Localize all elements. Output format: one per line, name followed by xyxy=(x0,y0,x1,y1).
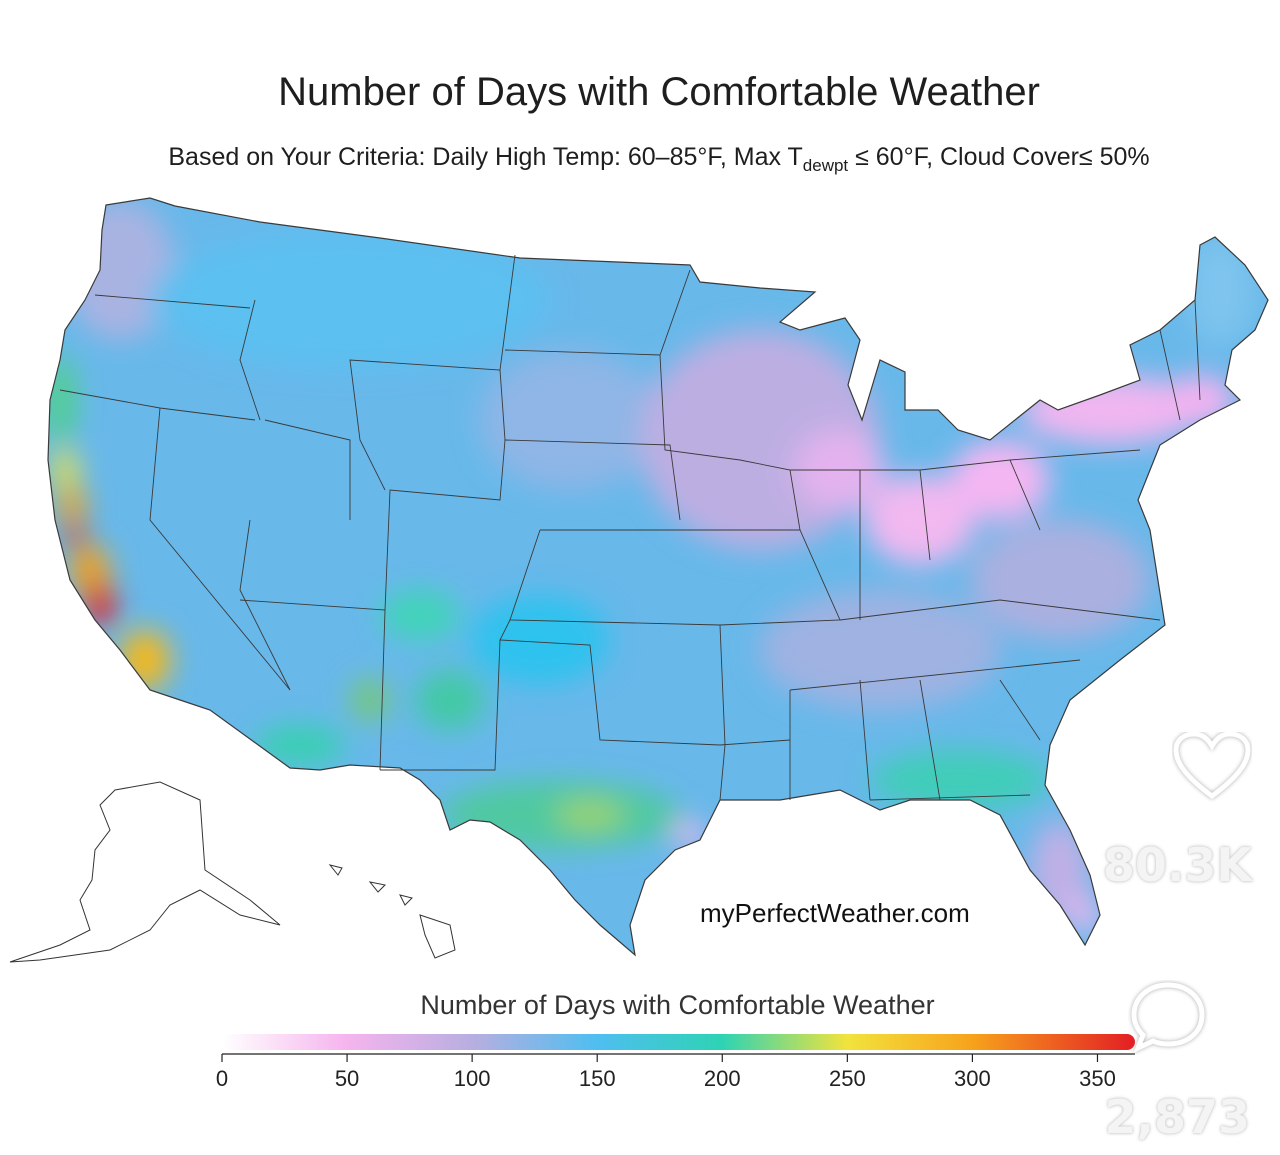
region-appalachia xyxy=(970,520,1150,640)
border-nm-tx xyxy=(380,639,501,771)
border-ca-nv xyxy=(149,407,291,691)
legend-title: Number of Days with Comfortable Weather xyxy=(420,990,935,1020)
comments-count: 2,873 xyxy=(1104,1090,1250,1144)
border-tn-south xyxy=(789,659,1081,691)
subtitle-rest: ≤ 60°F, Cloud Cover≤ 50% xyxy=(848,143,1150,171)
color-legend: 0 50 100 150 200 250 300 350 xyxy=(216,1034,1135,1091)
watermark: myPerfectWeather.com xyxy=(700,898,970,928)
legend-tick-label: 50 xyxy=(335,1066,359,1091)
legend-tick-label: 250 xyxy=(829,1066,866,1091)
legend-colorbar xyxy=(222,1034,1135,1050)
comment-bubble-icon[interactable] xyxy=(1128,980,1208,1055)
heart-icon[interactable] xyxy=(1172,731,1252,802)
border-pa-ny xyxy=(1009,449,1141,461)
border-mn-ia xyxy=(659,354,741,461)
border-ga-sc xyxy=(999,679,1041,741)
region-ohio-pink xyxy=(950,440,1050,520)
legend-tick-label: 200 xyxy=(704,1066,741,1091)
map-subtitle: Based on Your Criteria: Daily High Temp:… xyxy=(0,143,1280,176)
legend-tick-label: 350 xyxy=(1079,1066,1116,1091)
comfort-field xyxy=(48,198,1268,955)
region-georgia-teal xyxy=(870,750,1050,810)
legend-tick-label: 150 xyxy=(579,1066,616,1091)
legend-ticks: 0 50 100 150 200 250 300 350 xyxy=(216,1054,1116,1091)
region-maine-blue xyxy=(1185,235,1255,345)
region-plains xyxy=(480,350,660,490)
smoothed-regions xyxy=(48,200,1255,935)
border-mo xyxy=(690,529,841,626)
border-wa-or xyxy=(94,294,251,309)
state-borders xyxy=(47,197,1269,957)
comment-section xyxy=(1128,980,1208,1060)
region-houston-pink xyxy=(675,821,705,849)
alaska-outline xyxy=(9,781,281,963)
region-colorado-blue xyxy=(470,595,610,685)
border-nv-ut xyxy=(264,419,351,520)
border-mt-nd xyxy=(499,254,516,371)
region-florida-tip-pink xyxy=(1071,895,1099,935)
us-outline xyxy=(47,197,1269,957)
region-sf-red xyxy=(65,523,85,547)
region-la-red xyxy=(84,583,116,627)
legend-tick-label: 300 xyxy=(954,1066,991,1091)
subtitle-main: Based on Your Criteria: Daily High Temp:… xyxy=(168,143,803,171)
border-ms-al xyxy=(859,679,871,801)
border-ut-co-wy xyxy=(384,439,506,611)
border-sd-ne xyxy=(504,439,681,521)
border-nv-az xyxy=(239,519,291,691)
map-title: Number of Days with Comfortable Weather xyxy=(278,70,1040,114)
border-fl xyxy=(869,794,1031,801)
border-ok-tx xyxy=(499,619,721,746)
border-id-west xyxy=(239,299,261,421)
region-south-central xyxy=(760,590,1000,710)
border-ky-tn-va xyxy=(839,599,1161,621)
hawaii-outline xyxy=(328,864,456,959)
region-indiana-pink xyxy=(865,475,975,565)
border-new-england xyxy=(1159,299,1201,421)
border-al-ga xyxy=(919,679,941,801)
region-arizona-green xyxy=(350,678,390,722)
border-wy xyxy=(349,359,506,491)
legend-tick-label: 0 xyxy=(216,1066,228,1091)
region-central-coast-orange xyxy=(70,545,110,595)
us-map xyxy=(9,197,1269,963)
region-texas-yellowgreen xyxy=(555,801,625,829)
likes-count: 80.3K xyxy=(1102,838,1252,892)
region-north-rockies xyxy=(150,230,550,370)
like-section xyxy=(1172,731,1252,807)
region-colorado-teal xyxy=(380,590,460,640)
region-coast-yellow xyxy=(51,450,79,490)
region-southaz-teal xyxy=(255,725,345,765)
border-ar-la xyxy=(719,739,791,746)
legend-tick-label: 100 xyxy=(454,1066,491,1091)
region-coast-orange xyxy=(58,487,86,523)
region-newmexico-teal xyxy=(415,670,485,730)
subtitle-subscript: dewpt xyxy=(802,156,849,175)
